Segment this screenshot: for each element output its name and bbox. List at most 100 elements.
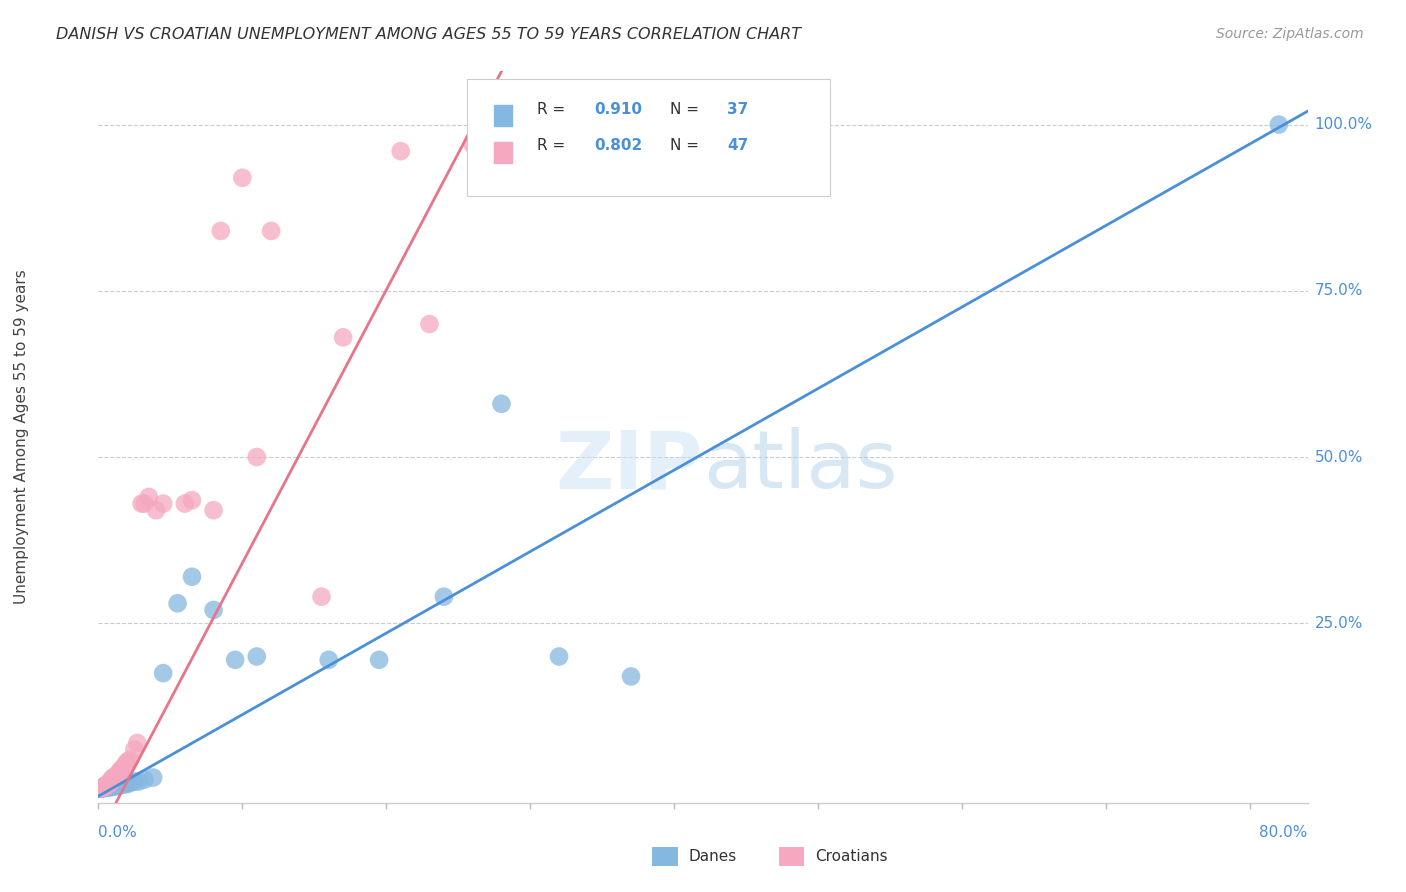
Text: Source: ZipAtlas.com: Source: ZipAtlas.com <box>1216 27 1364 41</box>
Point <box>318 653 340 667</box>
Point <box>98 776 121 790</box>
Point <box>104 779 127 793</box>
FancyBboxPatch shape <box>467 78 830 195</box>
Point <box>91 780 114 795</box>
Point <box>418 317 440 331</box>
Point <box>120 753 142 767</box>
Point <box>224 653 246 667</box>
Point <box>97 777 120 791</box>
Point <box>433 590 456 604</box>
Text: N =: N = <box>671 138 704 153</box>
Bar <box>494 105 512 127</box>
Point <box>120 776 142 790</box>
Point <box>181 493 204 508</box>
Point <box>93 781 115 796</box>
Point <box>108 779 131 793</box>
Point <box>100 774 122 789</box>
Text: 0.0%: 0.0% <box>98 825 138 840</box>
Text: N =: N = <box>671 102 704 117</box>
Text: Croatians: Croatians <box>815 849 889 863</box>
Point <box>231 170 253 185</box>
Point <box>134 497 156 511</box>
Text: ZIP: ZIP <box>555 427 703 506</box>
Bar <box>494 142 512 162</box>
Point <box>145 503 167 517</box>
Point <box>110 778 132 792</box>
Point <box>100 780 122 794</box>
Point <box>91 780 114 795</box>
Point <box>491 397 513 411</box>
Point <box>112 777 135 791</box>
Point <box>114 757 136 772</box>
Point <box>100 772 122 787</box>
Point <box>115 755 138 769</box>
Point <box>96 779 118 793</box>
Point <box>202 503 225 517</box>
Text: 0.910: 0.910 <box>595 102 643 117</box>
Point <box>620 669 643 683</box>
Point <box>246 450 269 464</box>
Point <box>96 777 118 791</box>
Text: atlas: atlas <box>703 427 897 506</box>
Point <box>209 224 232 238</box>
Point <box>311 590 333 604</box>
Point <box>110 763 132 777</box>
Point <box>98 779 121 793</box>
Point <box>101 780 124 794</box>
Point <box>101 772 124 787</box>
Point <box>105 768 128 782</box>
Point <box>91 781 114 796</box>
Point <box>548 649 571 664</box>
Point <box>332 330 354 344</box>
Point <box>98 780 121 795</box>
Point <box>107 765 129 780</box>
Point <box>142 771 165 785</box>
Text: 37: 37 <box>727 102 748 117</box>
Point <box>138 490 160 504</box>
Point <box>103 779 125 793</box>
Point <box>127 736 149 750</box>
Text: 0.802: 0.802 <box>595 138 643 153</box>
Text: 50.0%: 50.0% <box>1315 450 1362 465</box>
Point <box>104 769 127 783</box>
Point <box>97 779 120 793</box>
Point <box>93 780 115 794</box>
Point <box>246 649 269 664</box>
Point <box>94 779 117 793</box>
Text: 100.0%: 100.0% <box>1315 117 1372 132</box>
Point <box>166 596 188 610</box>
Point <box>90 781 112 796</box>
Point <box>1268 118 1291 132</box>
Text: R =: R = <box>537 102 571 117</box>
Point <box>124 774 146 789</box>
Point <box>112 759 135 773</box>
Point <box>115 777 138 791</box>
Point <box>98 774 121 789</box>
Point <box>94 780 117 795</box>
Point <box>461 137 484 152</box>
Text: R =: R = <box>537 138 571 153</box>
Point <box>152 497 174 511</box>
Point <box>131 497 153 511</box>
Point <box>389 144 412 158</box>
Text: 47: 47 <box>727 138 748 153</box>
Point <box>202 603 225 617</box>
Point <box>94 779 117 793</box>
Text: 75.0%: 75.0% <box>1315 284 1362 298</box>
Text: Unemployment Among Ages 55 to 59 years: Unemployment Among Ages 55 to 59 years <box>14 269 28 605</box>
Text: 25.0%: 25.0% <box>1315 615 1362 631</box>
Point <box>134 772 156 787</box>
Text: 80.0%: 80.0% <box>1260 825 1308 840</box>
Point <box>173 497 195 511</box>
Point <box>181 570 204 584</box>
Point <box>93 779 115 793</box>
Point <box>124 742 146 756</box>
Text: DANISH VS CROATIAN UNEMPLOYMENT AMONG AGES 55 TO 59 YEARS CORRELATION CHART: DANISH VS CROATIAN UNEMPLOYMENT AMONG AG… <box>56 27 801 42</box>
Point <box>260 224 283 238</box>
Point <box>96 780 118 794</box>
Point <box>103 771 125 785</box>
Point <box>96 780 118 795</box>
Point <box>97 780 120 794</box>
Text: Danes: Danes <box>689 849 737 863</box>
Point <box>111 760 134 774</box>
